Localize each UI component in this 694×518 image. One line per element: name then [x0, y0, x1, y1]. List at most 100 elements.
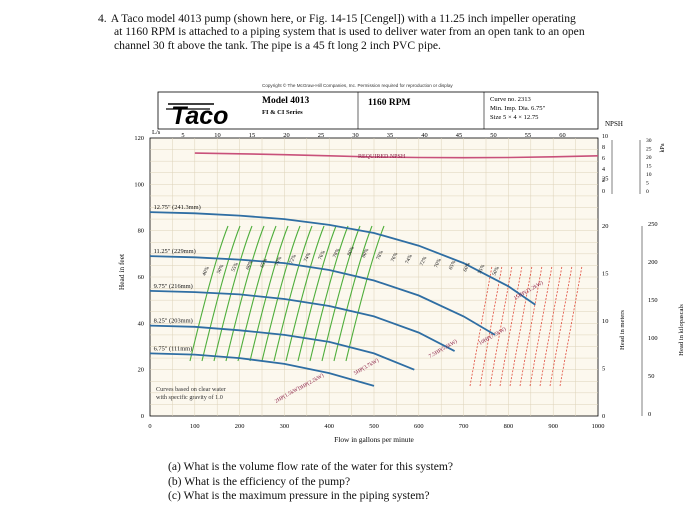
chart-header-box	[157, 91, 599, 130]
npsh-kpa-tick-label: 10	[646, 172, 652, 178]
problem-line-1: A Taco model 4013 pump (shown here, or F…	[110, 12, 576, 25]
efficiency-line	[285, 225, 325, 362]
ls-tick-label: 50	[490, 132, 496, 139]
efficiency-label: 55%	[230, 261, 240, 273]
efficiency-label: 72%	[419, 255, 429, 267]
npsh-tick-label: 10	[602, 134, 608, 140]
x-tick-label: 600	[414, 423, 424, 430]
ls-tick-label: 35	[387, 132, 393, 139]
efficiency-label: 70%	[274, 255, 284, 267]
efficiency-line	[189, 225, 229, 362]
efficiency-label: 72%	[288, 253, 298, 265]
efficiency-line	[499, 265, 523, 387]
impeller-curve	[149, 255, 496, 336]
efficiency-line	[249, 225, 289, 362]
ls-tick-label: 15	[249, 132, 255, 139]
plot-grid	[150, 138, 598, 416]
y-tick-label: 40	[138, 320, 144, 327]
npsh-tick-label: 6	[602, 156, 605, 162]
npsh-kpa-label: kPa	[660, 143, 666, 152]
ls-axis-ticks: 5 10 15 20 25 30 35 40 45 50 55 60	[181, 132, 565, 139]
ls-tick-label: 20	[283, 132, 289, 139]
impeller-curve	[149, 211, 536, 306]
meter-tick-label: 15	[602, 271, 608, 278]
efficiency-label: 80%	[361, 247, 371, 259]
x-tick-label: 1000	[592, 423, 605, 430]
efficiency-line	[261, 225, 301, 362]
x-tick-label: 400	[324, 423, 334, 430]
y-tick-label: 0	[141, 413, 144, 420]
problem-statement: 4. A Taco model 4013 pump (shown here, or…	[98, 12, 658, 52]
x-tick-label: 700	[459, 423, 469, 430]
npsh-required-curve	[194, 152, 599, 159]
problem-number: 4.	[98, 12, 107, 25]
impeller-labels: 12.75" (241.3mm) 11.25" (229mm) 9.75" (216…	[154, 204, 201, 352]
efficiency-labels: 40% 50% 55% 60% 65% 70% 72% 74% 76% 78% 80% 80% 78% 7…	[201, 245, 501, 277]
problem-line-3: channel 30 ft above the tank. The pipe i…	[114, 38, 441, 52]
y-tick-label: 60	[138, 274, 144, 281]
y-axis-ticks: 0 20 40 60 80 100 120	[134, 135, 144, 420]
efficiency-line	[273, 225, 313, 362]
efficiency-label: 76%	[317, 249, 327, 261]
ls-tick-label: 10	[214, 132, 220, 139]
curve-no-label: Curve no. 2313	[490, 96, 532, 103]
y-tick-label: 80	[138, 228, 144, 235]
rpm-label: 1160 RPM	[368, 98, 411, 108]
efficiency-line	[529, 265, 553, 387]
npsh-kpa-tick-label: 5	[646, 181, 649, 187]
series-label: FI & CI Series	[262, 109, 303, 116]
ls-tick-label: 60	[559, 132, 565, 139]
efficiency-line	[309, 225, 349, 362]
npsh-tick-label: 8	[602, 145, 605, 151]
efficiency-label: 76%	[390, 251, 400, 263]
efficiency-line	[333, 225, 373, 362]
kpa-tick-label: 200	[648, 259, 658, 266]
chart-note-line2: with specific gravity of 1.0	[156, 394, 223, 401]
meter-tick-label: 5	[602, 366, 605, 373]
npsh-kpa-tick-label: 20	[646, 155, 652, 161]
ls-tick-label: 40	[421, 132, 427, 139]
meter-tick-label: 0	[602, 413, 605, 420]
ls-tick-label: 5	[181, 132, 184, 139]
x-axis-label: Flow in gallons per minute	[334, 435, 414, 444]
impeller-label: 6.75" (111mm)	[154, 345, 193, 352]
efficiency-label: 40%	[201, 265, 211, 277]
model-label: Model 4013	[262, 96, 309, 106]
impeller-curve	[149, 352, 375, 387]
x-tick-label: 200	[235, 423, 245, 430]
efficiency-line	[213, 225, 253, 362]
impeller-curves	[149, 211, 536, 387]
pump-size-label: Size 5 × 4 × 12.75	[490, 114, 539, 121]
kpa-tick-label: 100	[648, 335, 658, 342]
kpa-axis-label: Head in kilopascals	[678, 304, 685, 356]
efficiency-line	[539, 265, 563, 387]
efficiency-label: 74%	[303, 251, 313, 263]
efficiency-label: 60%	[245, 259, 255, 271]
efficiency-label: 80%	[346, 245, 356, 257]
taco-logo-text: Taco	[171, 102, 228, 130]
x-tick-label: 500	[369, 423, 379, 430]
kpa-axis-ticks: 0 50 100 150 200 250	[641, 221, 658, 418]
npsh-kpa-tick-label: 15	[646, 164, 652, 170]
efficiency-label: 74%	[404, 253, 414, 265]
npsh-tick-label: 0	[602, 189, 605, 195]
ls-axis-label: L/s	[152, 129, 161, 136]
chart-note-line1: Curves based on clear water	[156, 386, 226, 393]
x-tick-label: 900	[548, 423, 558, 430]
min-impeller-label: Min. Imp. Dia. 6.75"	[490, 105, 546, 112]
efficiency-line	[519, 265, 543, 387]
efficiency-line	[479, 265, 503, 387]
y-tick-label: 100	[134, 181, 144, 188]
x-tick-label: 800	[504, 423, 514, 430]
npsh-kpa-tick-label: 25	[646, 147, 652, 153]
meter-tick-label: 20	[602, 223, 608, 230]
question-c: (c) What is the maximum pressure in the …	[168, 489, 430, 503]
kpa-tick-label: 50	[648, 373, 654, 380]
meters-axis-label: Head in meters	[619, 310, 626, 350]
x-axis-ticks: 0 100 200 300 400 500 600 700 800 900 1000	[148, 423, 604, 430]
questions: (a) What is the volume flow rate of the …	[168, 460, 453, 504]
kpa-tick-label: 0	[648, 411, 651, 418]
meter-tick-label: 25	[602, 176, 608, 183]
y-tick-label: 20	[138, 367, 144, 374]
